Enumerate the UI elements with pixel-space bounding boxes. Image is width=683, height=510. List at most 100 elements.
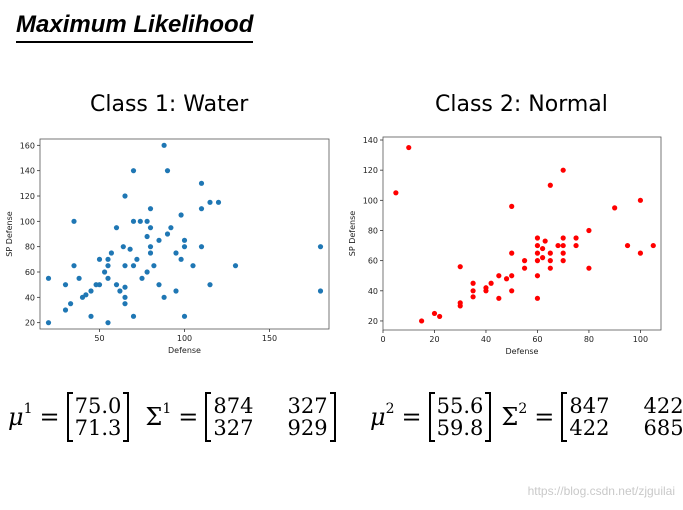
x-tick-label: 150	[262, 334, 277, 343]
data-point	[71, 263, 77, 269]
data-point	[173, 250, 179, 256]
x-tick-label: 100	[633, 335, 648, 344]
mean-vector: 75.0 71.3	[66, 392, 130, 442]
data-point	[317, 288, 324, 294]
formula-class-2: μ2 = 55.6 59.8 Σ2 = 847 422 422 685	[370, 392, 683, 442]
data-point	[105, 320, 111, 326]
data-point	[122, 301, 128, 307]
matrix-entry: 422	[643, 394, 683, 418]
data-point	[144, 218, 150, 224]
data-point	[586, 227, 592, 234]
data-point	[62, 282, 69, 288]
data-point	[470, 288, 476, 294]
data-point	[624, 242, 631, 249]
data-point	[156, 282, 162, 288]
data-point	[144, 233, 150, 240]
matrix-entry: 75.0	[74, 394, 122, 418]
y-tick-label: 140	[363, 136, 378, 145]
data-point	[108, 250, 114, 256]
data-point	[113, 282, 120, 288]
chart-title-normal: Class 2: Normal	[435, 92, 608, 117]
matrix-entry: 874	[213, 394, 254, 418]
sigma-symbol: Σ1	[145, 401, 172, 431]
y-tick-label: 20	[25, 319, 35, 328]
data-point	[542, 238, 548, 244]
data-point	[76, 275, 82, 281]
y-tick-label: 80	[25, 243, 35, 252]
y-tick-label: 100	[20, 217, 35, 226]
y-tick-label: 140	[20, 167, 35, 176]
data-point	[637, 250, 644, 256]
data-point	[144, 269, 150, 275]
y-tick-label: 120	[20, 192, 35, 201]
data-point	[612, 205, 618, 211]
data-point	[117, 288, 123, 294]
x-tick-label: 20	[429, 335, 439, 344]
data-point	[122, 294, 128, 300]
mu-symbol: μ2	[370, 401, 395, 431]
equals-sign: =	[401, 403, 422, 431]
data-point	[130, 313, 137, 319]
matrix-entry: 59.8	[436, 416, 484, 440]
matrix-entry: 929	[287, 416, 328, 440]
data-point	[71, 218, 77, 224]
data-point	[147, 225, 154, 231]
y-tick-label: 120	[363, 166, 378, 175]
data-point	[496, 273, 502, 279]
data-point	[431, 310, 438, 317]
data-point	[555, 242, 561, 249]
matrix-entry: 847	[569, 394, 610, 418]
data-point	[534, 295, 541, 301]
data-point	[181, 244, 188, 250]
data-point	[198, 206, 205, 212]
data-point	[547, 250, 553, 256]
matrix-entry: 422	[569, 416, 610, 440]
data-point	[83, 292, 89, 298]
data-point	[637, 197, 644, 203]
data-point	[419, 318, 425, 324]
data-point	[62, 307, 69, 313]
data-point	[130, 218, 137, 224]
data-point	[105, 275, 111, 281]
data-point	[45, 275, 52, 281]
data-point	[573, 235, 579, 241]
data-point	[406, 144, 412, 151]
data-point	[96, 282, 103, 288]
data-point	[105, 263, 111, 269]
mean-vector: 55.6 59.8	[428, 392, 492, 442]
data-point	[534, 258, 541, 264]
covariance-matrix: 847 422 422 685	[561, 392, 683, 442]
data-point	[68, 301, 74, 307]
data-point	[161, 142, 167, 148]
data-point	[198, 180, 205, 186]
data-point	[134, 256, 140, 262]
data-point	[105, 256, 111, 262]
data-point	[534, 273, 541, 279]
matrix-entry: 327	[213, 416, 254, 440]
data-point	[437, 313, 443, 320]
data-point	[534, 242, 541, 249]
data-point	[164, 231, 171, 237]
x-tick-label: 0	[380, 335, 385, 344]
data-point	[207, 199, 213, 205]
data-point	[509, 203, 515, 209]
y-tick-label: 40	[368, 287, 378, 296]
data-point	[156, 237, 162, 243]
x-tick-label: 60	[532, 335, 542, 344]
x-tick-label: 80	[584, 335, 594, 344]
sigma-symbol: Σ2	[501, 401, 528, 431]
data-point	[503, 276, 510, 282]
y-axis-label: SP Defense	[5, 211, 14, 257]
matrix-entry: 71.3	[74, 416, 122, 440]
data-point	[113, 225, 120, 231]
data-point	[509, 273, 515, 279]
data-point	[215, 199, 222, 205]
data-point	[560, 250, 566, 256]
mu-symbol: μ1	[8, 401, 33, 431]
formula-class-1: μ1 = 75.0 71.3 Σ1 = 874 327 327 929	[8, 392, 336, 442]
data-point	[151, 263, 157, 269]
data-point	[45, 320, 52, 326]
data-point	[560, 242, 566, 249]
data-point	[130, 168, 137, 174]
data-point	[164, 168, 171, 174]
